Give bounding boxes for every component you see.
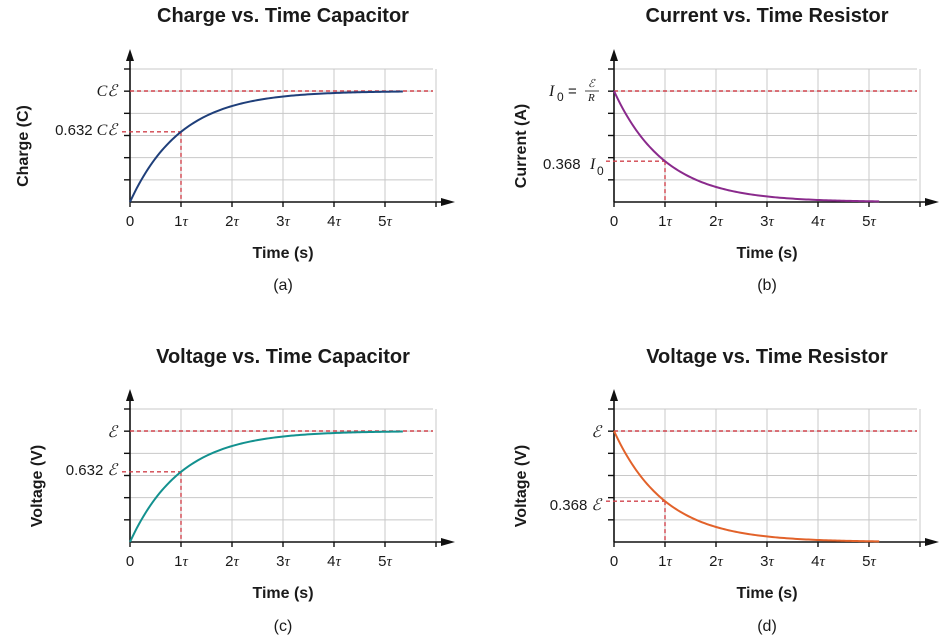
x-tick-label: 0 bbox=[126, 213, 134, 230]
panel-d-title: Voltage vs. Time Resistor bbox=[646, 346, 888, 368]
panel-c-curve bbox=[129, 430, 403, 543]
panel-a-curve bbox=[129, 90, 403, 203]
x-tick-label: 3τ bbox=[760, 553, 774, 570]
svg-text:=: = bbox=[568, 83, 577, 100]
panel-b-curve bbox=[613, 90, 880, 203]
x-tick-label: 1τ bbox=[174, 213, 188, 230]
panel-a-x-ticks: 0 1τ 2τ 3τ 4τ 5τ bbox=[126, 213, 393, 230]
panel-b-x-label: Time (s) bbox=[736, 245, 797, 262]
panel-a-grid bbox=[130, 68, 437, 202]
svg-text:0.368: 0.368 bbox=[543, 156, 581, 173]
y-axis-arrow bbox=[126, 389, 134, 401]
panel-a-y-mid-label: 0.632 Cℰ bbox=[55, 122, 119, 139]
panel-b-current-resistor: Current vs. Time Resistor 0 1τ 2τ 3τ 4τ 5τ Ti… bbox=[513, 5, 939, 294]
panel-c-y-top-label: ℰ bbox=[107, 424, 119, 441]
x-axis-arrow bbox=[925, 198, 939, 206]
x-tick-label: 3τ bbox=[760, 213, 774, 230]
panel-a-y-label: Charge (C) bbox=[15, 105, 32, 187]
x-tick-label: 0 bbox=[126, 553, 134, 570]
x-tick-label: 0 bbox=[610, 213, 618, 230]
x-tick-label: 1τ bbox=[658, 553, 672, 570]
panel-b-title: Current vs. Time Resistor bbox=[645, 5, 888, 27]
x-tick-label: 4τ bbox=[811, 553, 825, 570]
panel-b-y-mid-label: 0.368 I 0 bbox=[543, 156, 604, 178]
x-axis-arrow bbox=[925, 538, 939, 546]
panel-c-caption: (c) bbox=[274, 618, 293, 635]
panel-b-reference-lines bbox=[606, 90, 917, 202]
panel-a-title: Charge vs. Time Capacitor bbox=[157, 5, 409, 27]
panel-d-reference-lines bbox=[606, 430, 917, 542]
panel-c-axes bbox=[124, 389, 455, 547]
x-tick-label: 3τ bbox=[276, 553, 290, 570]
panel-c-title: Voltage vs. Time Capacitor bbox=[156, 346, 410, 368]
panel-d-x-label: Time (s) bbox=[736, 585, 797, 602]
y-axis-arrow bbox=[610, 389, 618, 401]
panel-b-x-ticks: 0 1τ 2τ 3τ 4τ 5τ bbox=[610, 213, 877, 230]
panel-a-x-label: Time (s) bbox=[252, 245, 313, 262]
svg-text:I: I bbox=[589, 156, 596, 173]
y-axis-arrow bbox=[610, 49, 618, 61]
panel-b-caption: (b) bbox=[757, 277, 777, 294]
panel-c-y-mid-label: 0.632 ℰ bbox=[66, 462, 120, 479]
x-tick-label: 4τ bbox=[811, 213, 825, 230]
svg-text:ℰ: ℰ bbox=[588, 78, 596, 90]
x-axis-arrow bbox=[441, 538, 455, 546]
panel-a-charge-capacitor: Charge vs. Time Capacitor 0 1τ 2τ 3τ 4τ 5τ Ti… bbox=[15, 5, 455, 294]
panel-b-grid bbox=[614, 68, 921, 202]
x-tick-label: 5τ bbox=[862, 213, 876, 230]
panel-c-x-label: Time (s) bbox=[252, 585, 313, 602]
panel-a-axes bbox=[124, 49, 455, 207]
x-axis-arrow bbox=[441, 198, 455, 206]
panel-b-y-label: Current (A) bbox=[513, 104, 530, 188]
panel-d-x-ticks: 0 1τ 2τ 3τ 4τ 5τ bbox=[610, 553, 877, 570]
panel-c-y-label: Voltage (V) bbox=[29, 445, 46, 527]
y-axis-arrow bbox=[126, 49, 134, 61]
panel-b-axes bbox=[608, 49, 939, 207]
panel-d-y-label: Voltage (V) bbox=[513, 445, 530, 527]
panel-d-caption: (d) bbox=[757, 618, 777, 635]
panel-d-axes bbox=[608, 389, 939, 547]
panel-d-y-mid-label: 0.368 ℰ bbox=[550, 497, 604, 514]
panel-a-caption: (a) bbox=[273, 277, 293, 294]
panel-b-y-top-label: I 0 = ℰ R bbox=[548, 78, 599, 104]
panel-d-voltage-resistor: Voltage vs. Time Resistor 0 1τ 2τ 3τ 4τ 5τ Ti… bbox=[513, 346, 939, 635]
svg-text:0: 0 bbox=[557, 90, 564, 104]
x-tick-label: 0 bbox=[610, 553, 618, 570]
panel-c-x-ticks: 0 1τ 2τ 3τ 4τ 5τ bbox=[126, 553, 393, 570]
x-tick-label: 1τ bbox=[658, 213, 672, 230]
x-tick-label: 4τ bbox=[327, 553, 341, 570]
x-tick-label: 5τ bbox=[862, 553, 876, 570]
x-tick-label: 4τ bbox=[327, 213, 341, 230]
panel-d-curve bbox=[613, 430, 880, 543]
panel-d-y-top-label: ℰ bbox=[591, 424, 603, 441]
x-tick-label: 3τ bbox=[276, 213, 290, 230]
panel-a-reference-lines bbox=[122, 90, 433, 202]
panel-a-y-top-label: Cℰ bbox=[97, 83, 120, 100]
svg-text:R: R bbox=[587, 92, 595, 104]
x-tick-label: 2τ bbox=[709, 213, 723, 230]
x-tick-label: 5τ bbox=[378, 553, 392, 570]
panel-c-reference-lines bbox=[122, 430, 433, 542]
panel-d-grid bbox=[614, 408, 921, 542]
svg-text:0: 0 bbox=[597, 164, 604, 178]
x-tick-label: 2τ bbox=[709, 553, 723, 570]
x-tick-label: 1τ bbox=[174, 553, 188, 570]
x-tick-label: 2τ bbox=[225, 553, 239, 570]
x-tick-label: 5τ bbox=[378, 213, 392, 230]
x-tick-label: 2τ bbox=[225, 213, 239, 230]
svg-text:I: I bbox=[548, 83, 555, 100]
panel-c-voltage-capacitor: Voltage vs. Time Capacitor 0 1τ 2τ 3τ 4τ 5τ T… bbox=[29, 346, 455, 635]
